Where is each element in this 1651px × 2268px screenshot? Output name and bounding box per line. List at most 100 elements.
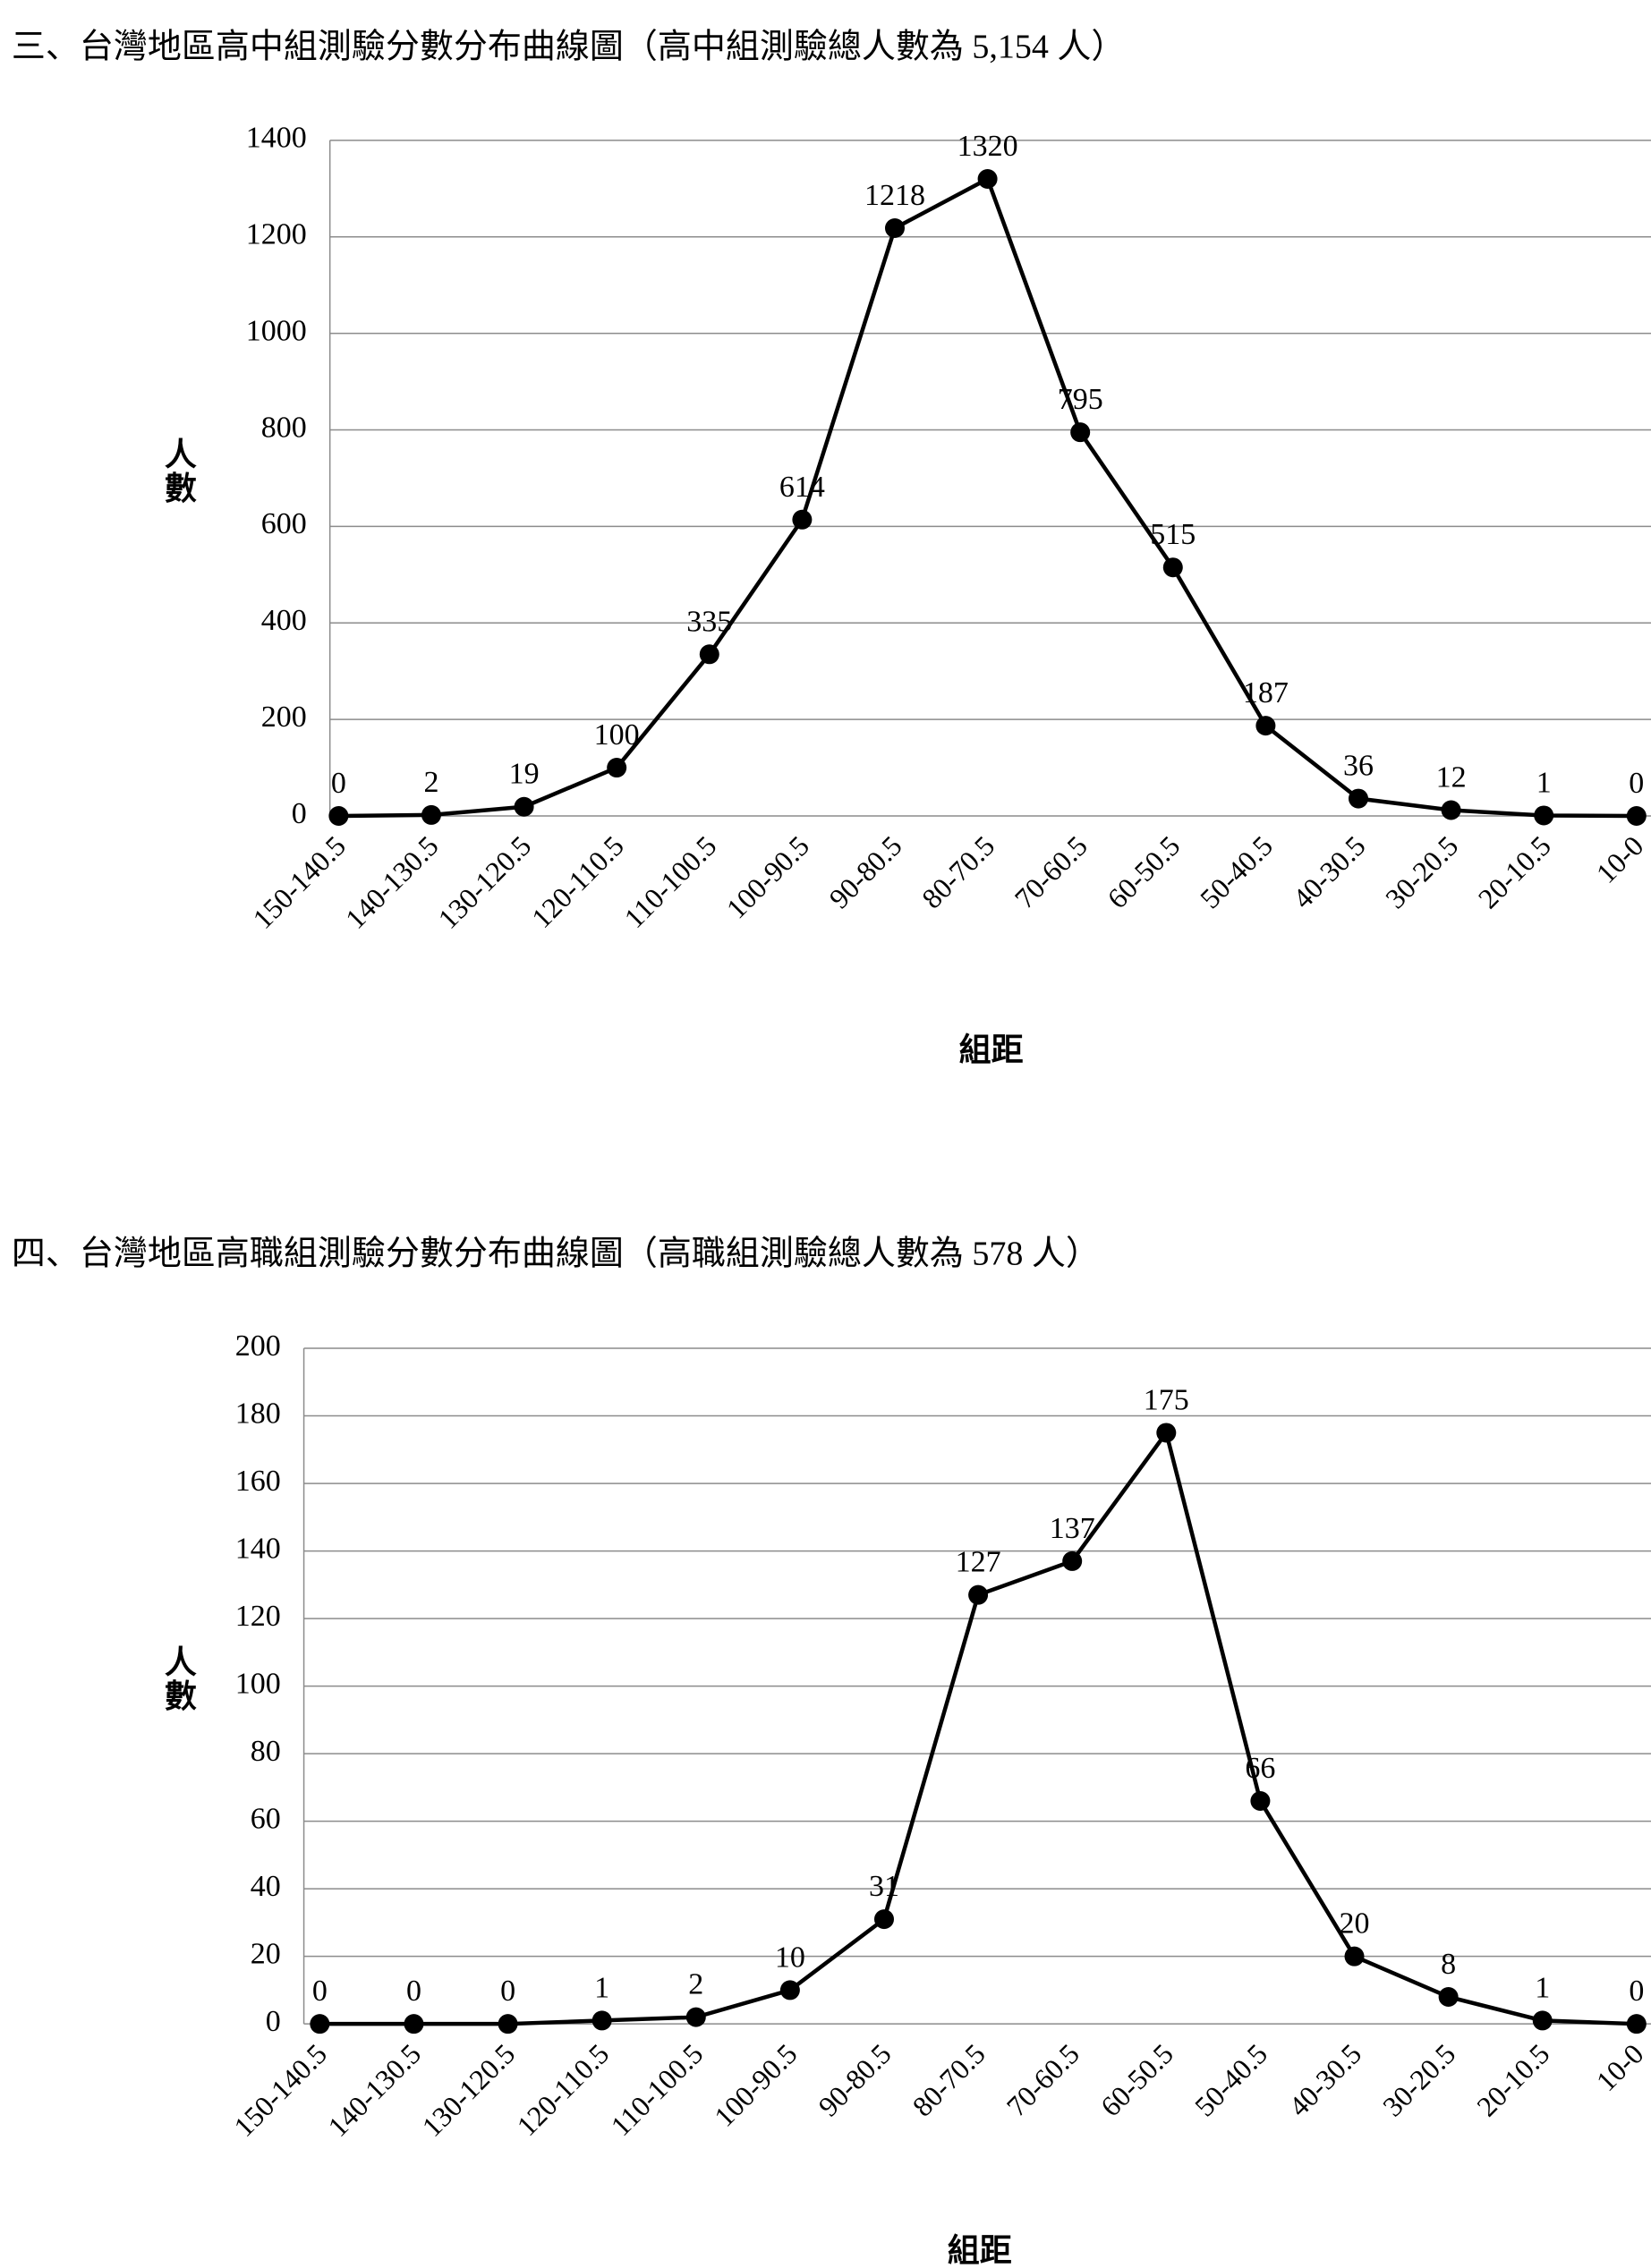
data-point	[873, 1909, 894, 1930]
y-tick-label: 400	[261, 604, 307, 637]
x-tick-label: 40-30.5	[1286, 829, 1371, 914]
y-tick-label: 180	[235, 1397, 281, 1430]
x-tick-label: 30-20.5	[1379, 829, 1464, 914]
x-tick-label: 120-110.5	[525, 829, 630, 934]
x-tick-label: 60-50.5	[1094, 2037, 1179, 2122]
data-label: 2	[688, 1968, 703, 2001]
data-label: 175	[1144, 1383, 1189, 1416]
y-tick-label: 0	[292, 797, 307, 830]
data-label: 795	[1058, 383, 1103, 416]
x-tick-label: 140-130.5	[321, 2037, 427, 2143]
data-label: 1320	[957, 130, 1018, 163]
y-tick-label: 80	[251, 1735, 281, 1768]
x-tick-label: 90-80.5	[822, 829, 907, 914]
y-tick-label: 1200	[246, 218, 307, 251]
data-label: 0	[1629, 767, 1644, 800]
x-tick-label: 110-100.5	[604, 2037, 709, 2142]
y-tick-label: 800	[261, 411, 307, 444]
data-label: 515	[1150, 518, 1196, 551]
y-tick-label: 0	[266, 2005, 281, 2038]
data-label: 0	[331, 767, 346, 800]
x-tick-label: 140-130.5	[339, 829, 445, 935]
data-line	[319, 1431, 1637, 2026]
y-tick-label: 40	[251, 1870, 281, 1903]
data-point	[977, 169, 998, 190]
data-point	[1626, 805, 1647, 826]
data-label: 8	[1441, 1948, 1456, 1981]
data-point	[404, 2014, 424, 2034]
data-label: 31	[869, 1870, 899, 1903]
x-tick-label: 40-30.5	[1282, 2037, 1367, 2122]
data-point	[1438, 1986, 1459, 2007]
data-label: 1	[1535, 1971, 1550, 2004]
x-tick-label: 100-90.5	[708, 2037, 804, 2133]
x-tick-label: 130-120.5	[431, 829, 537, 935]
y-axis-label: 人數	[160, 1644, 197, 1712]
data-point	[498, 2014, 518, 2034]
data-point	[1162, 557, 1183, 578]
data-point	[1255, 716, 1276, 736]
y-tick-label: 100	[235, 1667, 281, 1700]
x-axis-label: 組距	[959, 1032, 1024, 1067]
data-label: 2	[423, 766, 438, 799]
data-point	[884, 218, 905, 239]
data-label: 0	[406, 1975, 421, 2008]
data-label: 137	[1050, 1512, 1095, 1545]
y-axis-label: 人數	[160, 437, 197, 505]
y-tick-label: 200	[261, 701, 307, 734]
data-label: 127	[956, 1546, 1001, 1579]
data-point	[310, 2014, 330, 2034]
data-point	[514, 796, 534, 817]
x-tick-label: 80-70.5	[915, 829, 1000, 914]
x-tick-label: 50-40.5	[1194, 829, 1279, 914]
y-tick-label: 60	[251, 1802, 281, 1835]
data-point	[1441, 800, 1461, 820]
data-point	[968, 1584, 989, 1605]
y-tick-label: 200	[235, 1329, 281, 1363]
x-tick-label: 100-90.5	[720, 829, 816, 925]
data-point	[1156, 1423, 1177, 1443]
x-tick-label: 110-100.5	[617, 829, 722, 934]
y-tick-label: 160	[235, 1465, 281, 1498]
data-label: 36	[1343, 750, 1374, 783]
data-point	[685, 2007, 706, 2027]
x-axis-label: 組距	[948, 2232, 1012, 2268]
data-line	[338, 176, 1637, 819]
y-tick-label: 1000	[246, 314, 307, 347]
data-point	[1070, 422, 1091, 443]
x-tick-label: 90-80.5	[812, 2037, 897, 2122]
data-label: 19	[509, 758, 540, 791]
data-point	[607, 758, 627, 778]
x-tick-label: 120-110.5	[510, 2037, 615, 2142]
chart-title: 四、台灣地區高職組測驗分數分布曲線圖（高職組測驗總人數為 578 人）	[12, 1235, 1100, 1272]
data-point	[328, 805, 349, 826]
data-label: 0	[500, 1975, 515, 2008]
x-tick-label: 20-10.5	[1470, 2037, 1555, 2122]
data-point	[1348, 788, 1368, 809]
data-point	[792, 509, 813, 530]
x-tick-label: 60-50.5	[1101, 829, 1186, 914]
data-point	[779, 1980, 800, 2000]
data-label: 66	[1245, 1752, 1275, 1785]
data-label: 10	[775, 1941, 805, 1974]
data-label: 20	[1340, 1907, 1370, 1941]
y-tick-label: 1400	[246, 122, 307, 155]
x-tick-label: 80-70.5	[906, 2037, 991, 2122]
data-label: 1	[594, 1971, 609, 2004]
y-tick-label: 20	[251, 1937, 281, 1970]
data-label: 335	[686, 605, 732, 638]
y-tick-label: 120	[235, 1600, 281, 1633]
y-tick-label: 600	[261, 507, 307, 540]
data-point	[421, 804, 441, 825]
data-point	[1250, 1790, 1271, 1811]
x-tick-label: 130-120.5	[415, 2037, 521, 2143]
x-tick-label: 150-140.5	[246, 829, 352, 935]
data-label: 1218	[864, 179, 925, 212]
data-point	[1534, 805, 1554, 826]
data-label: 12	[1436, 761, 1467, 794]
data-label: 187	[1243, 676, 1289, 709]
data-point	[1626, 2014, 1647, 2034]
x-tick-label: 70-60.5	[1000, 2037, 1085, 2122]
data-point	[591, 2010, 612, 2031]
